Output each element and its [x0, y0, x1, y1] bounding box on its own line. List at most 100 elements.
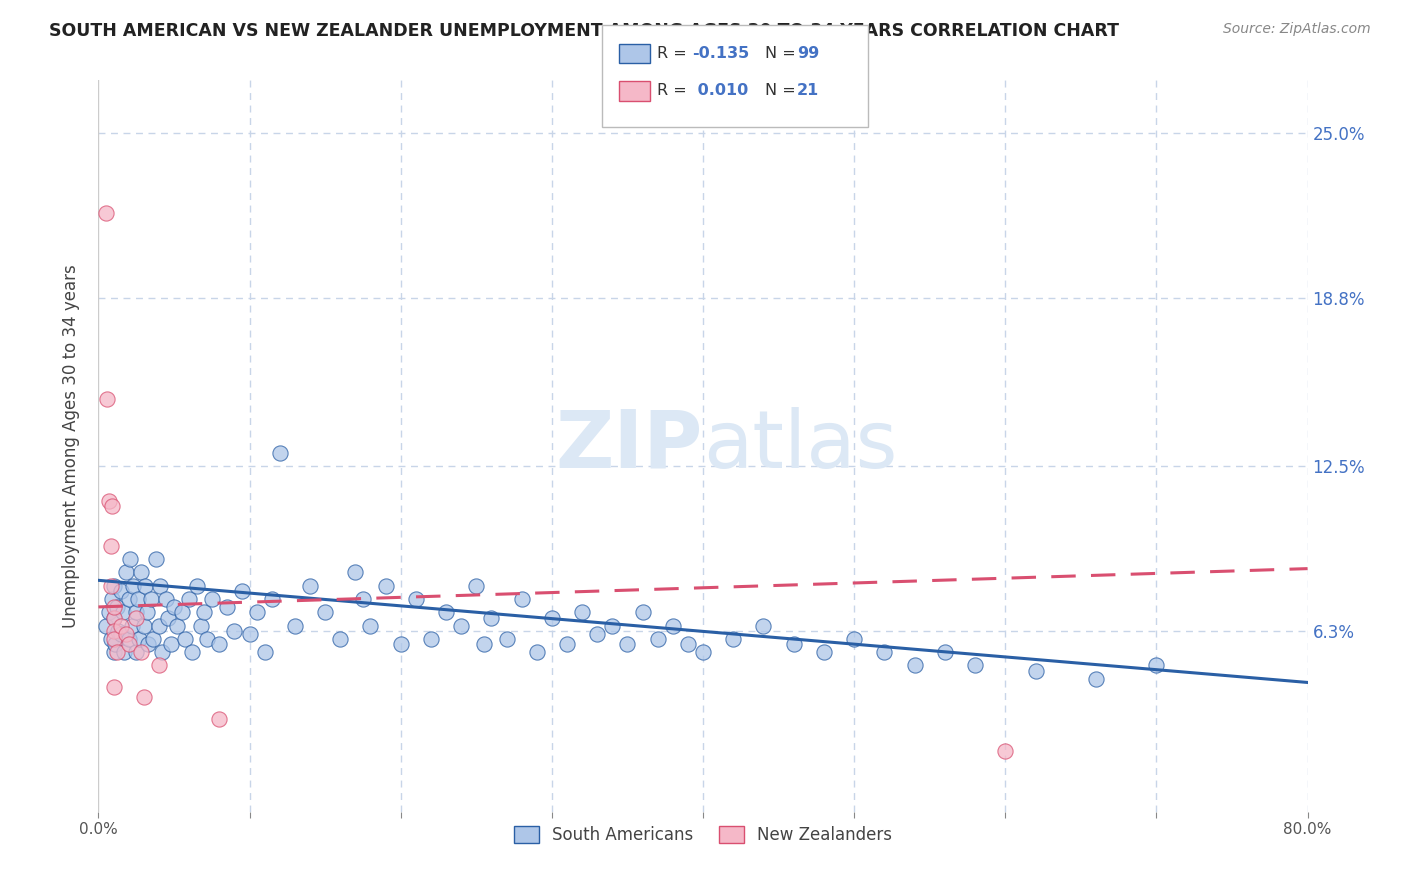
Text: Source: ZipAtlas.com: Source: ZipAtlas.com: [1223, 22, 1371, 37]
Point: [103, 680, 125, 694]
Point: [170, 605, 193, 619]
Point: [104, 637, 127, 651]
Point: [148, 658, 170, 673]
Point: [994, 743, 1017, 757]
Point: [111, 605, 134, 619]
Point: [103, 610, 125, 624]
Point: [231, 584, 253, 599]
Text: 99: 99: [797, 46, 820, 61]
Point: [94, 206, 117, 220]
Point: [132, 690, 155, 705]
Point: [125, 605, 148, 619]
Point: [352, 591, 374, 606]
Point: [299, 579, 322, 593]
Point: [314, 605, 336, 619]
Point: [103, 632, 125, 646]
Text: ZIP: ZIP: [555, 407, 703, 485]
Point: [127, 591, 149, 606]
Point: [156, 610, 179, 624]
Text: R =: R =: [657, 84, 692, 98]
Point: [118, 637, 141, 651]
Point: [602, 618, 624, 632]
Point: [173, 632, 195, 646]
Point: [114, 626, 136, 640]
Point: [129, 566, 152, 580]
Point: [472, 637, 495, 651]
Text: SOUTH AMERICAN VS NEW ZEALANDER UNEMPLOYMENT AMONG AGES 30 TO 34 YEARS CORRELATI: SOUTH AMERICAN VS NEW ZEALANDER UNEMPLOY…: [49, 22, 1119, 40]
Point: [150, 645, 173, 659]
Point: [555, 637, 578, 651]
Point: [420, 632, 443, 646]
Point: [155, 591, 177, 606]
Point: [148, 618, 170, 632]
Point: [101, 591, 124, 606]
Point: [239, 626, 262, 640]
Point: [105, 645, 128, 659]
Point: [661, 618, 683, 632]
Point: [166, 618, 188, 632]
Point: [510, 591, 533, 606]
Point: [118, 591, 141, 606]
Point: [269, 445, 291, 459]
Point: [1144, 658, 1167, 673]
Point: [101, 499, 124, 513]
Point: [122, 579, 145, 593]
Point: [904, 658, 927, 673]
Point: [103, 599, 125, 614]
Point: [224, 624, 246, 638]
Point: [110, 584, 132, 599]
Point: [586, 626, 609, 640]
Point: [934, 645, 956, 659]
Point: [110, 626, 132, 640]
Point: [160, 637, 183, 651]
Point: [844, 632, 866, 646]
Point: [110, 618, 132, 632]
Point: [120, 552, 142, 566]
Point: [129, 645, 152, 659]
Text: -0.135: -0.135: [692, 46, 749, 61]
Point: [284, 618, 307, 632]
Point: [783, 637, 806, 651]
Point: [405, 591, 427, 606]
Point: [136, 637, 159, 651]
Point: [141, 591, 163, 606]
Point: [103, 624, 125, 638]
Text: N =: N =: [765, 84, 801, 98]
Point: [190, 618, 212, 632]
Point: [1024, 664, 1046, 678]
Point: [179, 591, 201, 606]
Point: [201, 591, 224, 606]
Point: [125, 610, 148, 624]
Point: [450, 618, 472, 632]
Point: [132, 618, 155, 632]
Point: [246, 605, 269, 619]
Point: [195, 632, 218, 646]
Point: [434, 605, 457, 619]
Point: [100, 579, 122, 593]
Point: [481, 610, 503, 624]
Point: [142, 632, 165, 646]
Point: [125, 645, 148, 659]
Point: [94, 618, 117, 632]
Point: [128, 632, 150, 646]
Point: [135, 605, 157, 619]
Text: 21: 21: [797, 84, 820, 98]
Point: [118, 632, 141, 646]
Point: [465, 579, 488, 593]
Point: [103, 610, 125, 624]
Point: [692, 645, 714, 659]
Point: [163, 599, 186, 614]
Point: [100, 539, 122, 553]
Point: [253, 645, 276, 659]
Point: [262, 591, 284, 606]
Point: [813, 645, 835, 659]
Point: [495, 632, 517, 646]
Y-axis label: Unemployment Among Ages 30 to 34 years: Unemployment Among Ages 30 to 34 years: [62, 264, 80, 628]
Point: [114, 566, 136, 580]
Point: [103, 579, 125, 593]
Text: 0.010: 0.010: [692, 84, 748, 98]
Point: [134, 579, 156, 593]
Point: [149, 579, 172, 593]
Text: atlas: atlas: [703, 407, 897, 485]
Point: [107, 624, 129, 638]
